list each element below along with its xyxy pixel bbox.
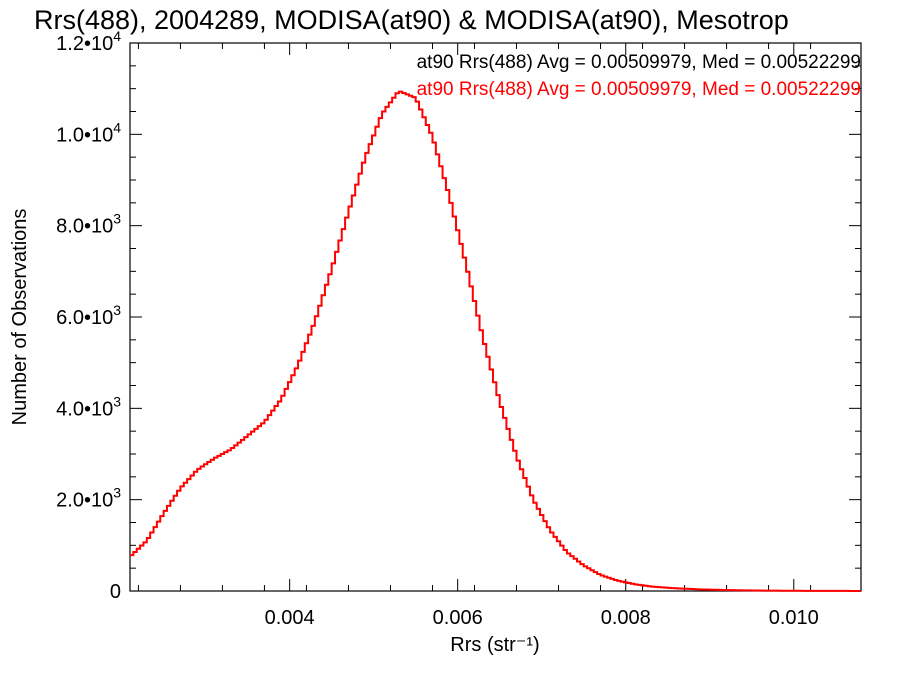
x-tick-label: 0.006 [433, 607, 483, 629]
y-tick-labels: 0 2.0•103 4.0•103 6.0•103 8.0•103 1.0•104 1.2•… [56, 28, 121, 603]
y-tick-label: 1.2•104 [56, 28, 121, 55]
x-tick-label: 0.004 [265, 607, 315, 629]
axis-ticks [130, 42, 861, 592]
histogram-series-line [130, 90, 861, 592]
y-tick-label: 2.0•103 [56, 485, 121, 512]
x-tick-label: 0.010 [769, 607, 819, 629]
x-tick-label: 0.008 [601, 607, 651, 629]
y-tick-label: 6.0•103 [56, 302, 121, 329]
stat-annotation-red: at90 Rrs(488) Avg = 0.00509979, Med = 0.… [417, 79, 861, 100]
x-axis-label: Rrs (str⁻¹) [450, 634, 539, 656]
y-tick-label: 1.0•104 [56, 119, 121, 146]
chart-title: Rrs(488), 2004289, MODISA(at90) & MODISA… [34, 5, 789, 35]
y-tick-label: 8.0•103 [56, 211, 121, 238]
y-axis-label: Number of Observations [9, 209, 31, 426]
y-tick-label: 4.0•103 [56, 393, 121, 420]
x-tick-labels: 0.004 0.006 0.008 0.010 [265, 607, 819, 629]
plot-frame [129, 42, 862, 592]
y-tick-label: 0 [110, 581, 121, 603]
stat-annotation-black: at90 Rrs(488) Avg = 0.00509979, Med = 0.… [417, 52, 861, 73]
